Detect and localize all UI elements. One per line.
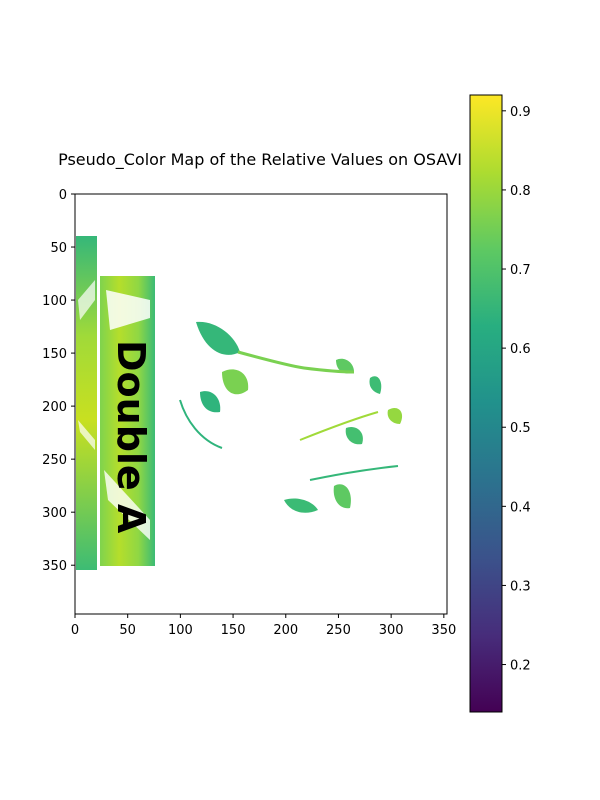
x-tick-label: 350 (431, 623, 456, 638)
leaf (336, 358, 354, 374)
colorbar-tick-label: 0.5 (510, 421, 531, 436)
y-tick-label: 100 (42, 294, 67, 309)
heatmap-image: Double A (76, 236, 403, 570)
y-tick-label: 350 (42, 559, 67, 574)
leaf (345, 426, 363, 445)
chart-title: Pseudo_Color Map of the Relative Values … (58, 150, 462, 170)
x-tick-label: 0 (71, 623, 79, 638)
colorbar-tick-label: 0.8 (510, 184, 531, 199)
y-tick-label: 200 (42, 400, 67, 415)
stem (309, 465, 399, 481)
colorbar-tick-label: 0.2 (510, 659, 531, 674)
x-tick-label: 250 (326, 623, 351, 638)
y-tick-label: 50 (50, 241, 67, 256)
x-tick-label: 300 (379, 623, 404, 638)
leaf (333, 484, 351, 509)
leaf (200, 391, 221, 413)
x-tick-label: 100 (168, 623, 193, 638)
leaf (196, 321, 240, 355)
plot-frame (74, 193, 448, 615)
colorbar-tick-label: 0.3 (510, 579, 531, 594)
y-tick-label: 300 (42, 506, 67, 521)
y-tick-label: 250 (42, 453, 67, 468)
leaf (222, 369, 249, 395)
stem (237, 350, 355, 374)
leaf (284, 498, 318, 513)
colorbar-tick-label: 0.6 (510, 342, 531, 357)
y-tick-label: 150 (42, 347, 67, 362)
y-tick-label: 0 (59, 188, 67, 203)
colorbar-tick-label: 0.9 (510, 105, 531, 120)
stem (299, 411, 379, 441)
x-tick-label: 200 (273, 623, 298, 638)
heatmap-image-text: Double A (109, 340, 153, 534)
x-axis: 0 50 100 150 200 250 300 350 (71, 614, 456, 638)
x-tick-label: 150 (221, 623, 246, 638)
colorbar-axis: 0.2 0.3 0.4 0.5 0.6 0.7 0.8 0.9 (502, 105, 531, 674)
colorbar (469, 94, 503, 713)
colorbar-tick-label: 0.4 (510, 500, 531, 515)
x-tick-label: 50 (119, 623, 136, 638)
y-axis: 0 50 100 150 200 250 300 350 (42, 188, 75, 574)
leaf (387, 407, 403, 424)
leaf (369, 376, 382, 394)
colorbar-tick-label: 0.7 (510, 263, 531, 278)
stem (179, 399, 223, 449)
heatmap-left-strip (76, 236, 97, 570)
